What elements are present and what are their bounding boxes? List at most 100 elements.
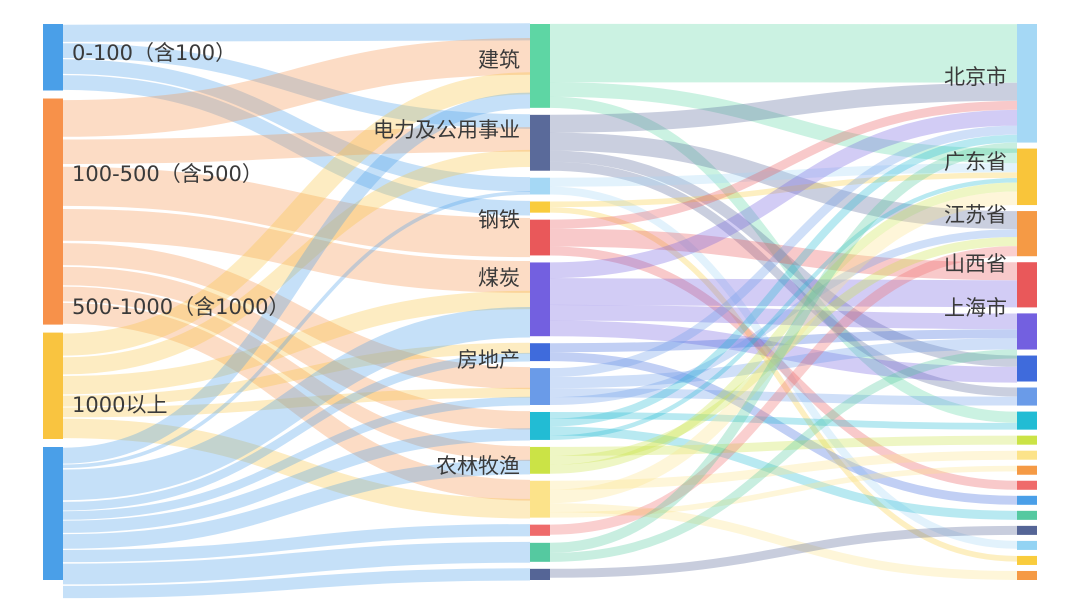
node-m_steel: [530, 219, 550, 256]
node-s0: [43, 24, 63, 91]
node-r_tan: [1017, 570, 1037, 580]
link-m_coal-to-r_royal: [549, 320, 1018, 383]
node-m_salmon: [530, 524, 550, 536]
link-s2-to-m_agri: [62, 418, 531, 519]
link-s1-to-m_lime: [62, 286, 531, 461]
label-region-guangdong: 广东省: [944, 150, 1007, 174]
link-m_coal-to-r_shanxi: [549, 278, 1018, 308]
node-r_navy: [1017, 525, 1037, 535]
link-s1-to-m_steel: [62, 166, 531, 258]
link-s3-to-m_building: [62, 92, 531, 464]
link-m_salmon-to-r_jiangsu: [549, 246, 1018, 535]
link-m_coal-to-r_beijing: [549, 109, 1018, 279]
link-m_royal-to-r_blue: [549, 352, 1018, 505]
node-r_shanxi: [1017, 262, 1037, 308]
link-m_lime-to-r_guangdong: [549, 182, 1018, 474]
node-r_salmon: [1017, 480, 1037, 490]
label-industry-steel: 钢铁: [478, 208, 520, 232]
link-m_teal-to-r_beijing: [549, 142, 1018, 553]
node-r_royal: [1017, 355, 1037, 382]
node-m_cyan: [530, 411, 550, 440]
label-range-0-100: 0-100（含100）: [72, 41, 237, 65]
link-s1-to-m_realestate: [62, 243, 531, 390]
link-m_steel-to-r_beijing: [549, 100, 1018, 229]
node-m_gold: [530, 201, 550, 213]
node-m_teal: [530, 542, 550, 562]
link-m_power-to-r_cornflower: [549, 161, 1018, 397]
link-m_agri-to-r_tan: [549, 503, 1018, 580]
link-m_navy-to-r_navy: [549, 525, 1018, 578]
label-industry-power: 电力及公用事业: [373, 118, 520, 142]
node-s2: [43, 332, 63, 439]
node-r_blue: [1017, 495, 1037, 505]
node-r_beijing: [1017, 24, 1037, 143]
link-s2-to-m_coal: [62, 290, 531, 395]
node-m_lb: [530, 177, 550, 195]
link-s3-to-m_realestate: [62, 396, 531, 520]
link-m_realestate-to-r_cornflower: [549, 388, 1018, 406]
link-m_coal-to-r_shanghai: [549, 304, 1018, 330]
link-s3-to-m_coal: [62, 306, 531, 501]
link-m_realestate-to-r_shanghai: [549, 338, 1018, 389]
link-m_teal-to-r_shanghai: [549, 349, 1018, 562]
link-m_gold-to-r_gold: [549, 207, 1018, 562]
node-r_jiangsu: [1017, 211, 1037, 257]
label-range-1000-plus: 1000以上: [72, 393, 168, 417]
link-s2-to-m_power: [62, 149, 531, 375]
link-s1-to-m_power: [62, 127, 531, 164]
label-range-100-500: 100-500（含500）: [72, 162, 263, 186]
label-industry-realestate: 房地产: [457, 348, 520, 372]
link-m_lime-to-r_lime: [549, 435, 1018, 456]
link-m_agri-to-r_orange: [549, 465, 1018, 518]
node-r_gold: [1017, 555, 1037, 565]
link-m_realestate-to-r_beijing: [549, 125, 1018, 378]
link-s1-to-m_coal: [62, 208, 531, 293]
links-layer: [62, 23, 1018, 599]
node-r_cornflower: [1017, 387, 1037, 406]
link-m_building-to-r_guangdong: [549, 82, 1018, 164]
node-m_building: [530, 24, 550, 108]
label-industry-building: 建筑: [478, 48, 520, 72]
link-m_power-to-r_beijing: [549, 82, 1018, 133]
node-r_paleyellow: [1017, 450, 1037, 460]
node-s1: [43, 98, 63, 325]
link-s3-to-m_lb: [62, 190, 531, 469]
link-m_building-to-r_cyan: [549, 96, 1018, 423]
link-s3-to-m_teal: [62, 541, 531, 585]
link-m_realestate-to-r_jiangsu: [549, 229, 1018, 406]
link-s3-to-m_lime: [62, 459, 531, 549]
nodes-layer: [43, 24, 1037, 580]
link-s2-to-m_building: [62, 72, 531, 356]
link-m_cyan-to-r_teal: [549, 426, 1018, 520]
link-s0-to-m_building: [62, 23, 531, 42]
link-s0-to-m_gold: [62, 75, 531, 216]
link-m_cyan-to-r_cyan: [549, 411, 1018, 430]
node-m_royal: [530, 343, 550, 362]
link-s1-to-m_agri: [62, 302, 531, 501]
link-s3-to-m_royal: [62, 352, 531, 511]
link-m_lime-to-r_jiangsu: [549, 237, 1018, 465]
link-m_cyan-to-r_guangdong: [549, 177, 1018, 440]
node-m_power: [530, 114, 550, 171]
node-m_navy: [530, 568, 550, 580]
link-m_lb-to-r_sky: [549, 186, 1018, 549]
link-m_royal-to-r_shanghai: [549, 329, 1018, 353]
link-s2-to-m_royal: [62, 342, 531, 407]
node-m_agri: [530, 480, 550, 518]
label-range-500-1000: 500-1000（含1000）: [72, 295, 290, 319]
link-m_lb-to-r_guangdong: [549, 163, 1018, 187]
node-r_cyan: [1017, 411, 1037, 430]
link-m_gold-to-r_guangdong: [549, 172, 1018, 208]
link-m_agri-to-r_guangdong: [549, 191, 1018, 504]
link-m_power-to-r_jiangsu: [549, 132, 1018, 230]
node-r_teal: [1017, 510, 1037, 520]
node-m_lime: [530, 446, 550, 474]
node-m_realestate: [530, 368, 550, 405]
link-m_steel-to-r_salmon: [549, 246, 1018, 490]
label-industry-coal: 煤炭: [478, 266, 520, 290]
link-s3-to-m_navy: [62, 568, 531, 599]
node-s3: [43, 447, 63, 580]
node-r_orange: [1017, 465, 1037, 475]
